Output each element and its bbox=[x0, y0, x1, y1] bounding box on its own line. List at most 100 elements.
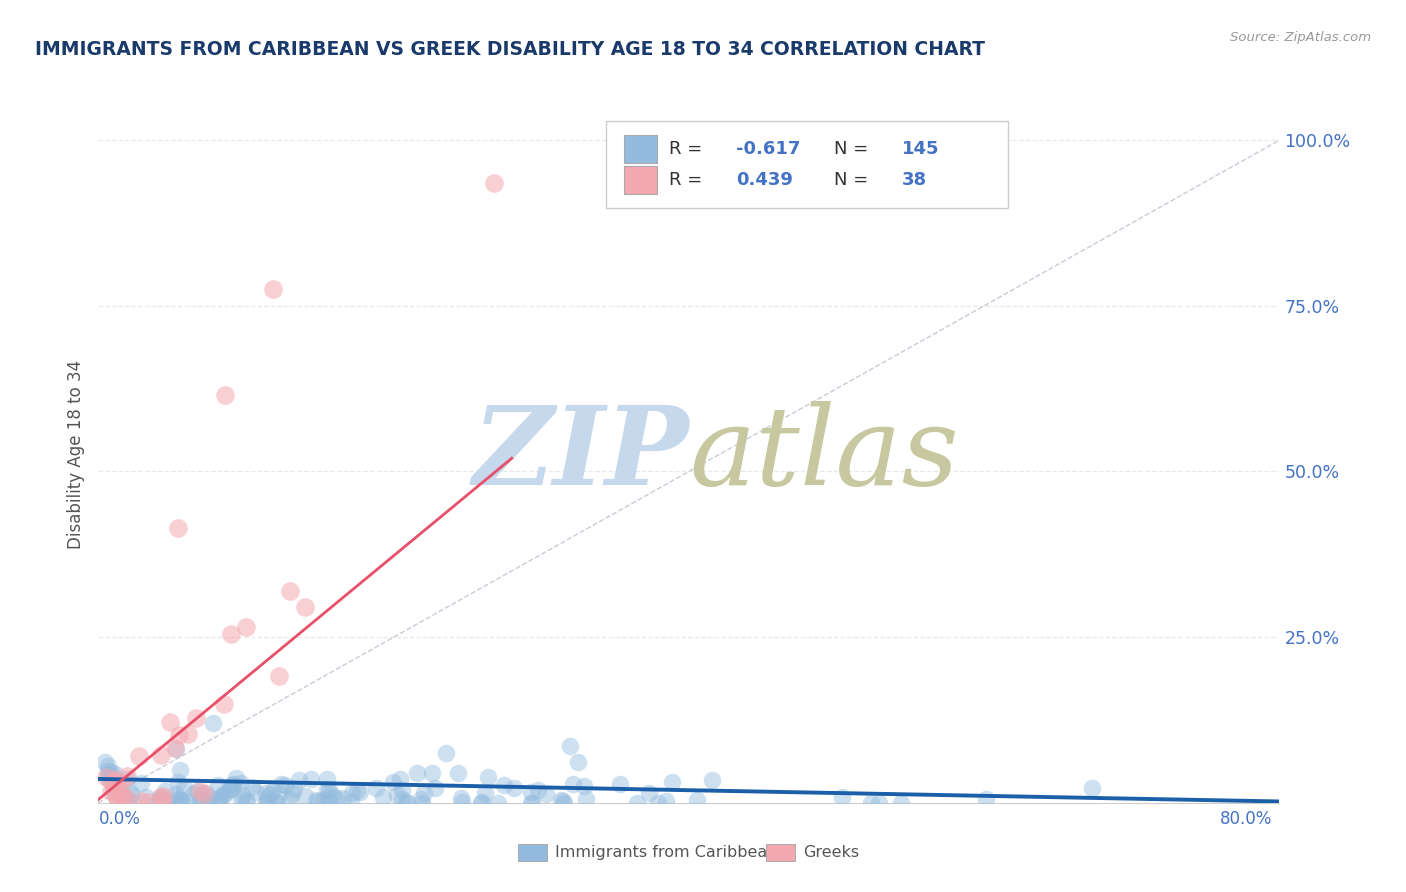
Point bbox=[553, 796, 575, 810]
Point bbox=[112, 791, 135, 805]
Point bbox=[221, 778, 243, 792]
FancyBboxPatch shape bbox=[766, 844, 796, 862]
Point bbox=[868, 796, 890, 810]
Point bbox=[411, 796, 433, 810]
Point bbox=[167, 795, 190, 809]
Point bbox=[201, 716, 224, 731]
FancyBboxPatch shape bbox=[624, 135, 657, 162]
Point bbox=[129, 795, 152, 809]
Point bbox=[231, 776, 253, 790]
Point bbox=[105, 791, 128, 805]
Point bbox=[1081, 780, 1104, 795]
Point bbox=[221, 782, 243, 797]
Point bbox=[264, 795, 287, 809]
Point bbox=[135, 790, 157, 805]
Point bbox=[274, 778, 297, 792]
Text: R =: R = bbox=[669, 171, 707, 189]
Point bbox=[208, 794, 231, 808]
Point bbox=[267, 787, 290, 801]
Point bbox=[470, 796, 492, 810]
Point bbox=[859, 796, 882, 810]
Point bbox=[572, 779, 595, 793]
Point bbox=[231, 792, 253, 806]
Point bbox=[150, 790, 173, 805]
Point bbox=[166, 792, 188, 806]
Point bbox=[332, 790, 354, 805]
Point bbox=[492, 778, 515, 792]
Point bbox=[575, 791, 598, 805]
Point bbox=[148, 794, 170, 808]
Text: Greeks: Greeks bbox=[803, 846, 859, 861]
Point bbox=[654, 794, 676, 808]
Point bbox=[104, 776, 127, 790]
Point bbox=[318, 783, 340, 797]
Point bbox=[104, 778, 127, 792]
Point bbox=[214, 388, 236, 402]
Text: ZIP: ZIP bbox=[472, 401, 689, 508]
Point bbox=[520, 796, 543, 810]
Point bbox=[307, 794, 329, 808]
Point bbox=[520, 796, 543, 810]
Point bbox=[256, 786, 278, 800]
Point bbox=[194, 786, 217, 800]
Point bbox=[256, 796, 278, 810]
Point bbox=[150, 792, 173, 806]
Text: Source: ZipAtlas.com: Source: ZipAtlas.com bbox=[1230, 31, 1371, 45]
Point bbox=[165, 787, 187, 801]
Point bbox=[100, 775, 122, 789]
Point bbox=[325, 790, 347, 805]
Point bbox=[434, 746, 457, 760]
Text: N =: N = bbox=[834, 140, 875, 158]
Point bbox=[638, 786, 661, 800]
Point bbox=[318, 796, 340, 810]
Point bbox=[550, 793, 572, 807]
Point bbox=[136, 795, 159, 809]
Point bbox=[181, 788, 204, 802]
Point bbox=[105, 789, 128, 803]
Point bbox=[486, 796, 509, 810]
Point bbox=[519, 785, 541, 799]
Point bbox=[312, 793, 335, 807]
Point bbox=[214, 786, 236, 800]
Point bbox=[115, 795, 138, 809]
Point bbox=[322, 789, 344, 803]
Point bbox=[287, 772, 309, 787]
Point bbox=[278, 791, 301, 805]
Text: R =: R = bbox=[669, 140, 707, 158]
Point bbox=[212, 788, 235, 802]
Point bbox=[626, 796, 648, 810]
Point bbox=[104, 766, 127, 780]
Point bbox=[831, 789, 853, 804]
Point bbox=[385, 788, 408, 802]
Point bbox=[527, 782, 550, 797]
Point bbox=[409, 792, 432, 806]
Point bbox=[207, 792, 229, 806]
Point bbox=[104, 772, 127, 786]
Point bbox=[114, 791, 136, 805]
Point bbox=[254, 796, 277, 810]
Point bbox=[395, 795, 418, 809]
Point bbox=[191, 787, 214, 801]
Point bbox=[177, 727, 200, 741]
Point bbox=[198, 795, 221, 809]
Point bbox=[235, 620, 257, 634]
Point bbox=[169, 791, 191, 805]
Point bbox=[503, 781, 526, 796]
Point bbox=[190, 794, 212, 808]
Point bbox=[177, 796, 200, 810]
Point bbox=[420, 765, 443, 780]
Point bbox=[207, 778, 229, 792]
Point bbox=[299, 772, 322, 787]
Point bbox=[609, 777, 631, 791]
Point bbox=[114, 790, 136, 805]
Point bbox=[149, 748, 172, 763]
Point bbox=[97, 768, 120, 782]
Point bbox=[974, 791, 997, 805]
Point bbox=[349, 785, 371, 799]
Point bbox=[245, 785, 267, 799]
Point bbox=[423, 780, 446, 795]
Point bbox=[391, 791, 413, 805]
Point bbox=[188, 784, 211, 798]
Point bbox=[94, 755, 117, 769]
Point bbox=[280, 583, 302, 598]
